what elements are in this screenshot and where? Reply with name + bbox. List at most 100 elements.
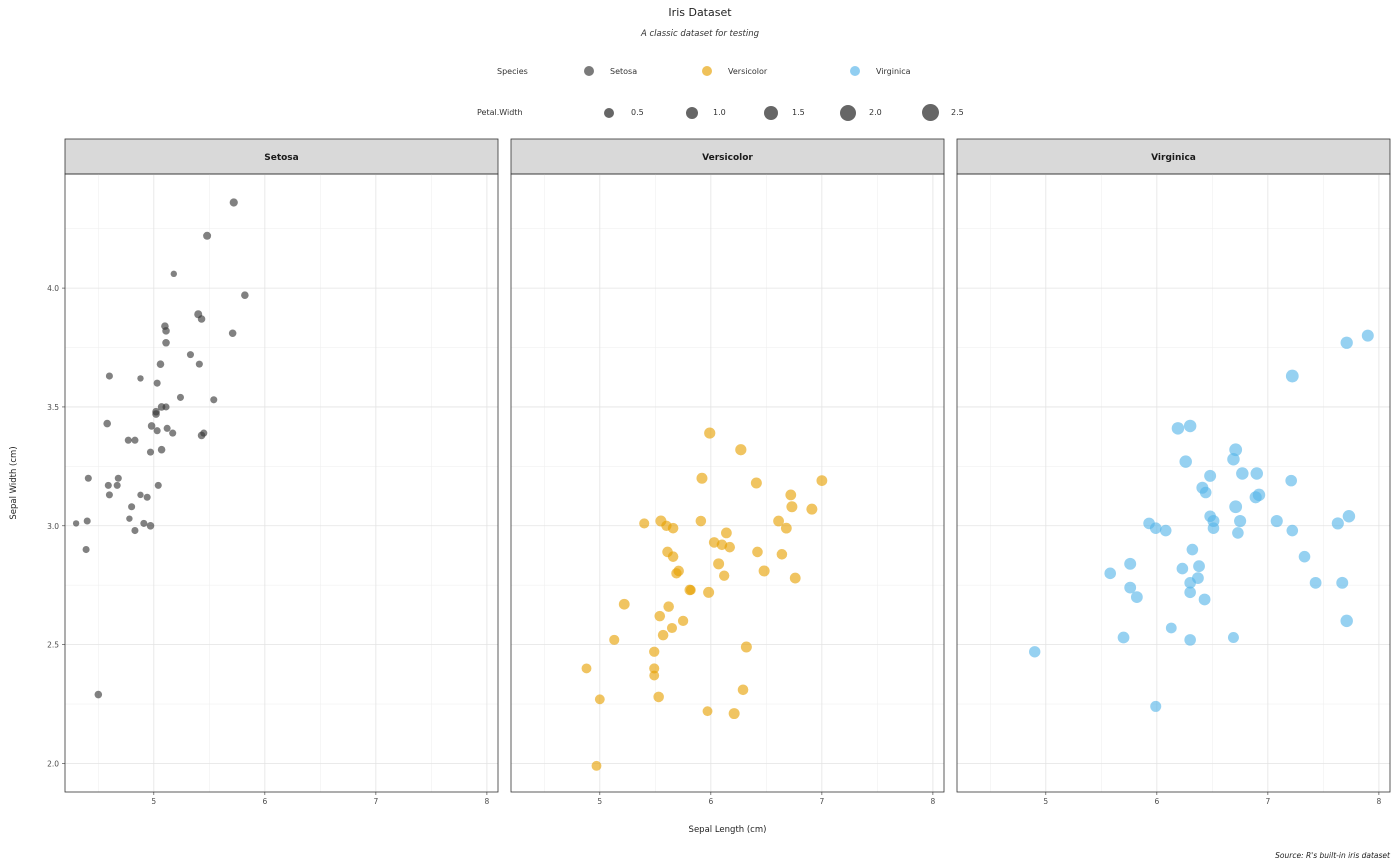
- point-setosa: [210, 396, 218, 404]
- point-versicolor: [789, 572, 801, 584]
- point-virginica: [1361, 329, 1374, 342]
- point-versicolor: [704, 427, 716, 439]
- point-setosa: [128, 503, 136, 511]
- x-tick-label: 8: [931, 797, 936, 806]
- point-setosa: [162, 327, 170, 335]
- legend-size-key-2-5: [922, 104, 939, 121]
- x-tick-label: 5: [597, 797, 602, 806]
- point-setosa: [157, 445, 166, 454]
- y-tick-label: 4.0: [47, 284, 59, 293]
- point-versicolor: [685, 585, 696, 595]
- x-tick-label: 5: [1043, 797, 1048, 806]
- point-virginica: [1171, 422, 1185, 435]
- point-virginica: [1298, 550, 1311, 563]
- point-versicolor: [594, 694, 605, 705]
- point-virginica: [1336, 576, 1349, 589]
- legend-label-versicolor: Versicolor: [728, 67, 768, 76]
- point-virginica: [1176, 562, 1189, 575]
- point-versicolor: [718, 570, 730, 581]
- point-virginica: [1270, 514, 1283, 528]
- point-virginica: [1236, 467, 1249, 480]
- point-virginica: [1198, 593, 1211, 606]
- chart-title: Iris Dataset: [668, 6, 732, 19]
- point-setosa: [84, 474, 92, 482]
- point-setosa: [153, 427, 161, 435]
- point-virginica: [1184, 634, 1196, 646]
- x-tick-label: 8: [1377, 797, 1382, 806]
- point-virginica: [1227, 632, 1239, 643]
- point-setosa: [186, 351, 194, 359]
- point-versicolor: [735, 444, 747, 456]
- point-versicolor: [713, 558, 725, 570]
- legend-size-label-1-0: 1.0: [713, 108, 726, 117]
- point-setosa: [103, 419, 111, 428]
- chart-caption: Source: R's built-in iris dataset: [1275, 851, 1390, 860]
- legend-size-key-1-5: [764, 106, 778, 120]
- point-virginica: [1179, 455, 1192, 468]
- point-setosa: [197, 315, 206, 323]
- y-tick-label: 2.5: [47, 641, 59, 650]
- point-virginica: [1309, 576, 1322, 589]
- point-setosa: [146, 521, 155, 530]
- legend-label-virginica: Virginica: [876, 67, 911, 76]
- point-virginica: [1234, 514, 1247, 528]
- point-virginica: [1232, 527, 1244, 539]
- strip-label-versicolor: Versicolor: [702, 153, 753, 163]
- point-versicolor: [728, 708, 740, 720]
- point-virginica: [1165, 622, 1177, 634]
- point-setosa: [163, 424, 171, 432]
- point-setosa: [200, 429, 208, 437]
- x-tick-label: 8: [485, 797, 490, 806]
- point-setosa: [137, 491, 144, 499]
- point-virginica: [1227, 452, 1240, 466]
- point-versicolor: [657, 629, 669, 641]
- point-setosa: [126, 515, 133, 522]
- point-virginica: [1029, 646, 1041, 658]
- point-versicolor: [649, 646, 660, 657]
- point-setosa: [169, 429, 177, 437]
- legend-size-label-1-5: 1.5: [792, 108, 805, 117]
- y-tick-label: 2.0: [47, 759, 59, 768]
- point-virginica: [1250, 467, 1264, 480]
- point-virginica: [1186, 543, 1199, 556]
- point-versicolor: [649, 663, 660, 674]
- panel-versicolor: Versicolor 5 6 7 8: [510, 138, 945, 806]
- point-setosa: [153, 379, 161, 387]
- x-tick-label: 7: [819, 797, 824, 806]
- point-versicolor: [695, 515, 707, 527]
- point-versicolor: [737, 684, 749, 696]
- panel-virginica: Virginica 5 6 7 8: [956, 138, 1391, 806]
- x-tick-label: 6: [1154, 797, 1159, 806]
- point-setosa: [147, 422, 156, 430]
- legend-size-key-2-0: [840, 105, 856, 121]
- point-versicolor: [720, 527, 732, 539]
- point-versicolor: [666, 622, 678, 634]
- point-versicolor: [786, 501, 798, 513]
- point-virginica: [1184, 577, 1196, 589]
- point-setosa: [124, 436, 132, 444]
- point-virginica: [1204, 469, 1217, 482]
- point-setosa: [105, 491, 113, 499]
- legend-species-title: Species: [497, 67, 528, 76]
- point-versicolor: [667, 522, 679, 534]
- point-virginica: [1193, 560, 1205, 573]
- point-virginica: [1150, 700, 1162, 712]
- point-setosa: [94, 690, 103, 699]
- point-setosa: [105, 372, 113, 380]
- point-setosa: [152, 410, 160, 418]
- point-setosa: [154, 481, 162, 489]
- legend-key-versicolor: [702, 66, 712, 76]
- x-tick-label: 7: [1265, 797, 1270, 806]
- point-virginica: [1340, 614, 1353, 628]
- x-tick-label: 5: [151, 797, 156, 806]
- point-virginica: [1331, 517, 1344, 530]
- point-setosa: [131, 527, 139, 535]
- point-versicolor: [649, 670, 660, 681]
- point-setosa: [140, 519, 148, 527]
- point-versicolor: [667, 551, 679, 562]
- point-virginica: [1199, 486, 1212, 499]
- panel-border-virginica: [956, 173, 1391, 793]
- point-virginica: [1286, 524, 1299, 537]
- point-virginica: [1229, 443, 1243, 457]
- panel-border-versicolor: [510, 173, 945, 793]
